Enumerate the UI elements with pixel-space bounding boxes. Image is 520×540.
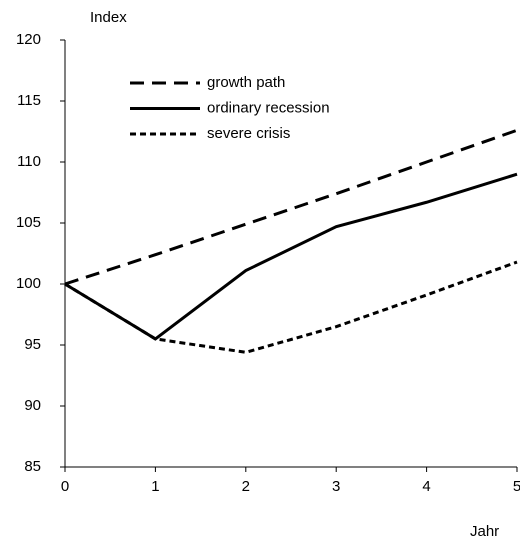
x-tick-label: 4 (422, 478, 430, 495)
x-tick-label: 3 (332, 478, 340, 495)
y-tick-label: 90 (24, 397, 41, 414)
x-axis-label: Jahr (470, 523, 499, 540)
series-line (64, 172, 518, 341)
x-tick-label: 2 (242, 478, 250, 495)
y-tick-label: 115 (17, 92, 41, 109)
y-tick-label: 105 (16, 214, 41, 231)
x-tick-label: 0 (61, 478, 69, 495)
y-tick-label: 120 (16, 31, 41, 48)
y-tick-label: 110 (17, 153, 41, 170)
y-axis-label: Index (90, 9, 127, 26)
y-tick-label: 95 (24, 336, 41, 353)
y-tick-label: 100 (16, 275, 41, 292)
series-line (64, 260, 518, 354)
y-tick-label: 85 (24, 458, 41, 475)
legend-label: growth path (207, 74, 285, 91)
legend-label: severe crisis (207, 125, 290, 142)
series-line (64, 128, 518, 286)
legend-label: ordinary recession (207, 99, 330, 116)
x-tick-label: 5 (513, 478, 520, 495)
x-tick-label: 1 (151, 478, 159, 495)
